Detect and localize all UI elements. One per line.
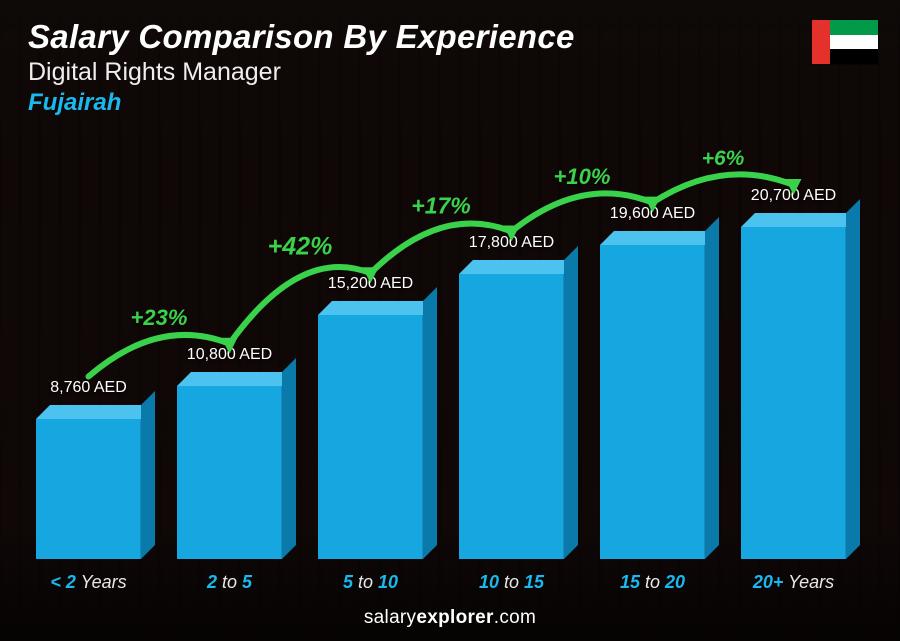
flag-stripe-2 <box>830 35 878 50</box>
delta-arrow-icon <box>26 170 856 585</box>
uae-flag-icon <box>812 20 878 64</box>
delta-label: +6% <box>702 147 745 171</box>
infographic-stage: Salary Comparison By Experience Digital … <box>0 0 900 641</box>
credit-suffix: .com <box>494 607 536 628</box>
title-subtitle: Digital Rights Manager <box>28 58 575 87</box>
title-main: Salary Comparison By Experience <box>28 18 575 56</box>
credit-bold: explorer <box>416 607 493 628</box>
flag-stripe-3 <box>830 49 878 64</box>
credit-line: salaryexplorer.com <box>0 607 900 629</box>
credit-prefix: salary <box>364 607 416 628</box>
title-block: Salary Comparison By Experience Digital … <box>28 18 575 117</box>
bar-chart: 8,760 AED10,800 AED15,200 AED17,800 AED1… <box>26 170 856 585</box>
flag-hoist <box>812 20 830 64</box>
title-location: Fujairah <box>28 89 575 117</box>
flag-stripe-1 <box>830 20 878 35</box>
